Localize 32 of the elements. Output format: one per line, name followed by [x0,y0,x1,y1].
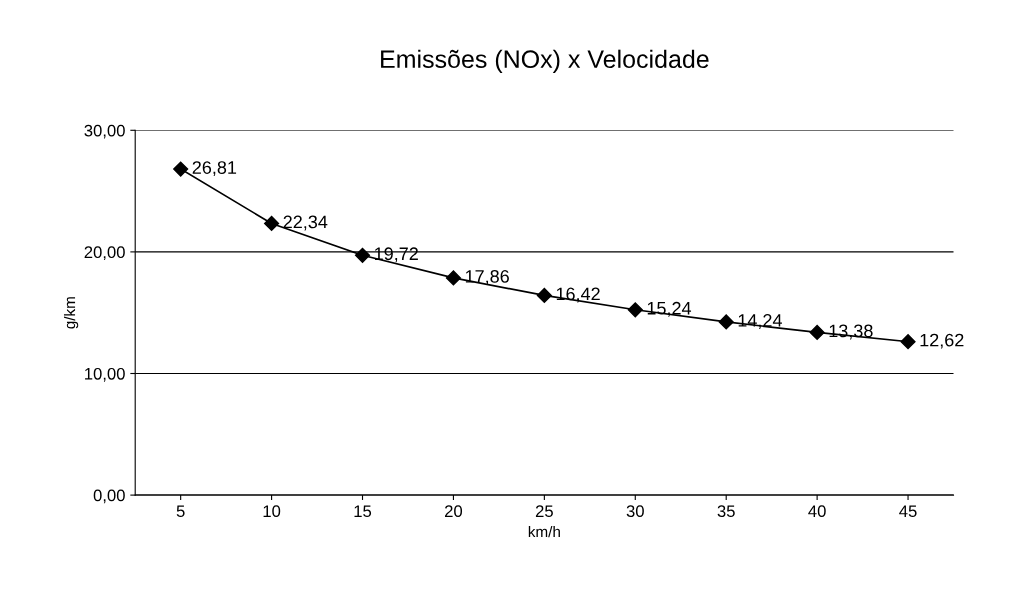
point [536,287,552,303]
point [445,270,462,286]
data-label: 26,81 [192,161,237,177]
point [900,334,916,350]
data-label: 15,24 [647,301,692,317]
data-label: 14,24 [738,314,782,329]
y-tick-label: 20,00 [84,246,125,261]
y-axis-title: g/km [63,297,79,329]
x-tick-label: 30 [626,505,644,518]
x-tick-label: 20 [445,505,463,518]
point [718,314,734,330]
x-axis-title: km/h [528,525,560,538]
point [264,215,280,232]
data-label: 17,86 [465,269,509,285]
y-tick-label: 0,00 [93,489,125,504]
x-tick-label: 40 [808,505,826,518]
point [173,161,189,177]
x-tick-label: 45 [899,505,917,518]
data-label: 16,42 [556,287,600,303]
x-tick-label: 5 [176,505,185,518]
x-tick-label: 35 [717,505,735,518]
chart-title: Emissões (NOx) x Velocidade [381,49,709,73]
x-tick-label: 15 [354,505,372,518]
point [627,302,643,318]
x-tick-label: 25 [535,505,553,518]
y-tick-label: 10,00 [85,367,125,382]
point [354,247,371,263]
x-tick-label: 10 [263,505,281,518]
point [809,324,825,340]
data-label: 22,34 [283,215,328,231]
y-tick-label: 30,00 [84,124,125,139]
data-label: 12,62 [920,333,964,349]
